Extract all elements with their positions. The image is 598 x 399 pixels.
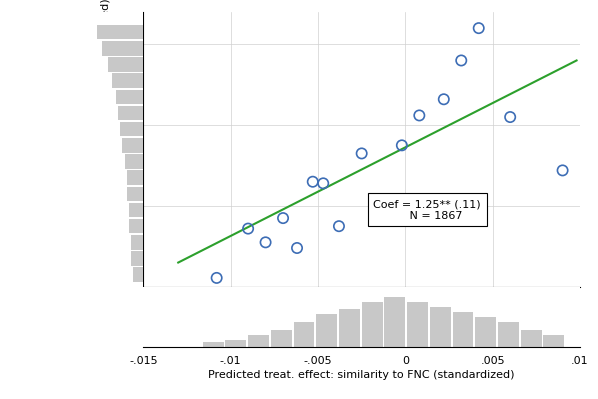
Bar xyxy=(339,310,360,347)
Point xyxy=(414,112,424,119)
Bar xyxy=(316,314,337,347)
Point xyxy=(505,114,515,120)
Point xyxy=(456,57,466,64)
Point xyxy=(292,245,302,251)
Point xyxy=(397,142,407,148)
Y-axis label: Predicted treat. effect: Rep. vote share (standardized): Predicted treat. effect: Rep. vote share… xyxy=(101,0,111,300)
Bar xyxy=(123,138,144,153)
Bar xyxy=(124,154,144,169)
Point xyxy=(319,180,328,186)
Point xyxy=(278,215,288,221)
Bar xyxy=(120,122,144,136)
Bar xyxy=(102,41,144,55)
Point xyxy=(243,225,253,232)
Bar xyxy=(133,267,144,282)
Bar xyxy=(118,106,144,120)
Bar xyxy=(108,57,144,72)
Bar xyxy=(544,334,565,347)
Bar xyxy=(127,170,144,185)
Bar xyxy=(271,330,292,347)
Point xyxy=(261,239,270,245)
Text: Coef = 1.25** (.11)
     N = 1867: Coef = 1.25** (.11) N = 1867 xyxy=(373,199,481,221)
Bar xyxy=(129,203,144,217)
Bar xyxy=(112,73,144,88)
Bar xyxy=(97,25,144,40)
Bar xyxy=(362,302,383,347)
Bar xyxy=(116,89,144,104)
Point xyxy=(474,25,484,32)
Bar xyxy=(430,307,451,347)
Bar xyxy=(385,297,405,347)
Point xyxy=(308,178,318,185)
Bar xyxy=(203,342,224,347)
Bar xyxy=(294,322,315,347)
Bar xyxy=(248,334,269,347)
Point xyxy=(212,275,221,281)
Bar xyxy=(131,235,144,250)
Bar xyxy=(521,330,542,347)
Bar xyxy=(498,322,519,347)
Bar xyxy=(129,219,144,233)
Point xyxy=(558,167,568,174)
X-axis label: Predicted treat. effect: similarity to FNC (standardized): Predicted treat. effect: similarity to F… xyxy=(209,370,515,380)
Bar xyxy=(127,187,144,201)
Bar xyxy=(131,251,144,266)
Bar xyxy=(407,302,428,347)
Point xyxy=(357,150,367,157)
Point xyxy=(334,223,344,229)
Bar xyxy=(475,317,496,347)
Point xyxy=(439,96,448,103)
Bar xyxy=(225,340,246,347)
Bar xyxy=(453,312,474,347)
